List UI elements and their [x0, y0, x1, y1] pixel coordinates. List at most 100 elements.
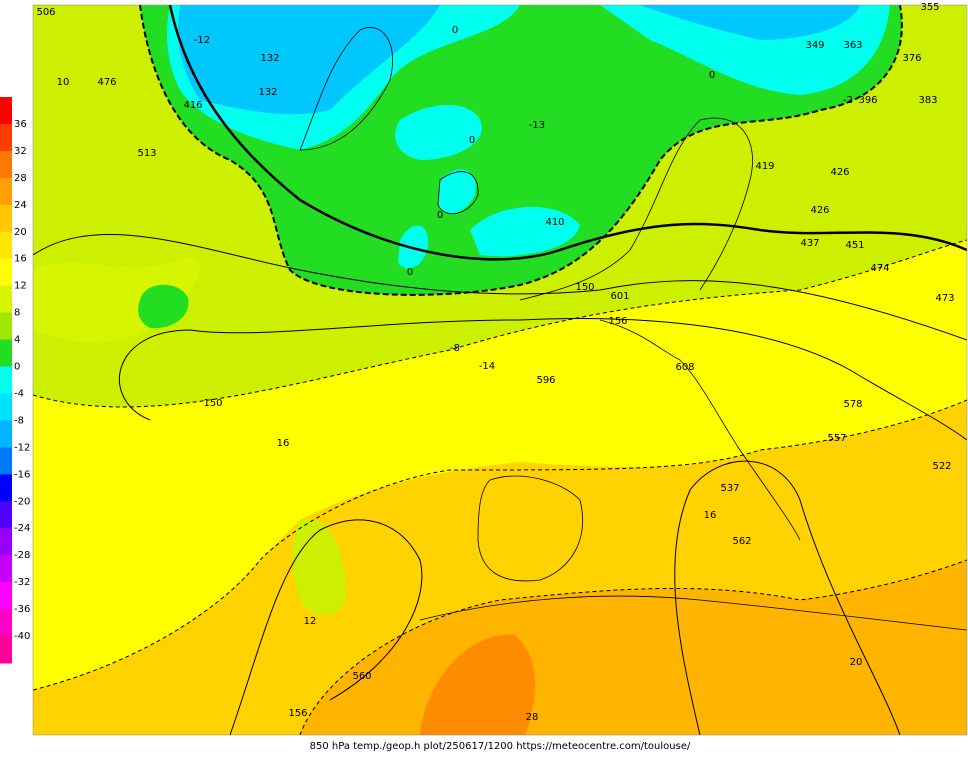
contour-label: 376 — [902, 53, 921, 64]
contour-label: 426 — [810, 205, 829, 216]
legend-swatch — [0, 366, 12, 394]
contour-label: 560 — [352, 671, 371, 682]
legend-swatch — [0, 447, 12, 475]
contour-label: 156 — [288, 708, 307, 719]
legend-swatch — [0, 528, 12, 556]
contour-label: 150 — [575, 282, 594, 293]
legend-label: -16 — [14, 469, 30, 480]
contour-label: 578 — [843, 399, 862, 410]
contour-label: 426 — [830, 167, 849, 178]
legend-swatch — [0, 609, 12, 637]
contour-label: 596 — [536, 375, 555, 386]
contour-label: 416 — [183, 100, 202, 111]
field-cyan-3 — [438, 169, 476, 214]
legend-swatch — [0, 177, 12, 206]
contours — [33, 5, 967, 735]
legend-label: 12 — [14, 281, 27, 292]
contour-label: 476 — [97, 77, 116, 88]
contour-label: 156 — [608, 316, 627, 327]
legend-swatch — [0, 123, 12, 152]
contour-label: 150 — [203, 398, 222, 409]
legend-swatch — [0, 555, 12, 583]
contour-label: 0 — [452, 25, 458, 36]
legend-label: -8 — [14, 415, 24, 426]
legend-swatch — [0, 582, 12, 610]
legend-swatch — [0, 339, 12, 368]
legend-label: -36 — [14, 604, 30, 615]
contour-label: 0 — [469, 135, 475, 146]
legend-swatch — [0, 258, 12, 287]
field-patch — [292, 518, 346, 615]
contour-label: 355 — [920, 2, 939, 13]
legend-swatch — [0, 285, 12, 314]
legend-swatch — [0, 231, 12, 260]
legend-swatch — [0, 150, 12, 179]
legend-swatch — [0, 312, 12, 341]
contour-label: 522 — [932, 461, 951, 472]
contour-label: 537 — [720, 483, 739, 494]
contour-label: -2 — [843, 95, 853, 106]
contour-label: 0 — [709, 70, 715, 81]
legend-label: 0 — [14, 362, 20, 373]
map-frame — [32, 4, 968, 736]
legend-label: -32 — [14, 577, 30, 588]
legend-label: -4 — [14, 388, 24, 399]
legend-label: 24 — [14, 200, 27, 211]
contour-label: -14 — [479, 361, 495, 372]
contour-label: 10 — [57, 77, 70, 88]
contour-label: 601 — [610, 291, 629, 302]
legend-label: -28 — [14, 550, 30, 561]
contour-label: 349 — [805, 40, 824, 51]
legend-label: 32 — [14, 146, 27, 157]
legend-swatch — [0, 636, 12, 664]
legend-swatch — [0, 474, 12, 502]
contour-label: 557 — [827, 433, 846, 444]
legend-label: 28 — [14, 173, 27, 184]
legend-label: 20 — [14, 227, 27, 238]
coastlines — [299, 27, 967, 631]
contour-label: 16 — [704, 510, 717, 521]
field-hot — [420, 634, 535, 735]
legend-label: -12 — [14, 442, 30, 453]
legend-swatch — [0, 204, 12, 233]
contour-label: 410 — [545, 217, 564, 228]
contour-label: 437 — [800, 238, 819, 249]
contour-label: 363 — [843, 40, 862, 51]
field-green-blob — [138, 284, 189, 329]
legend-label: -40 — [14, 631, 30, 642]
contour-label: 608 — [675, 362, 694, 373]
legend-label: 36 — [14, 119, 27, 130]
contour-label: 562 — [732, 536, 751, 547]
contour-label: 513 — [137, 148, 156, 159]
contour-label: 451 — [845, 240, 864, 251]
contour-label: 474 — [870, 263, 889, 274]
contour-label: 20 — [850, 657, 863, 668]
footer-caption: 850 hPa temp./geop.h plot/250617/1200 ht… — [310, 741, 691, 752]
map-area — [33, 5, 967, 735]
legend-label: -24 — [14, 523, 30, 534]
contour-label: 396 — [858, 95, 877, 106]
field-blue — [178, 5, 440, 115]
contour-label: 473 — [935, 293, 954, 304]
contour-label: 0 — [437, 210, 443, 221]
contour-label: -8 — [450, 343, 460, 354]
contour-label: 419 — [755, 161, 774, 172]
contour-label: -12 — [194, 35, 210, 46]
field-blue-2 — [640, 5, 860, 40]
contour-label: 132 — [260, 53, 279, 64]
contour-label: 506 — [36, 7, 55, 18]
contour-label: 132 — [258, 87, 277, 98]
contour-label: -13 — [529, 120, 545, 131]
legend-label: 8 — [14, 308, 20, 319]
legend-swatch — [0, 393, 12, 421]
contour-label: 12 — [304, 616, 317, 627]
legend-swatch — [0, 501, 12, 529]
contour-label: 383 — [918, 95, 937, 106]
map-labels: 506 10 476 513 416 132 132 -12 0 0 0 0 410 -13 0 -2 396 3… — [36, 2, 954, 723]
contour-label: 0 — [407, 267, 413, 278]
field-cyan-5 — [470, 206, 580, 257]
field-cyan-2 — [395, 105, 482, 160]
legend-swatch — [0, 420, 12, 448]
